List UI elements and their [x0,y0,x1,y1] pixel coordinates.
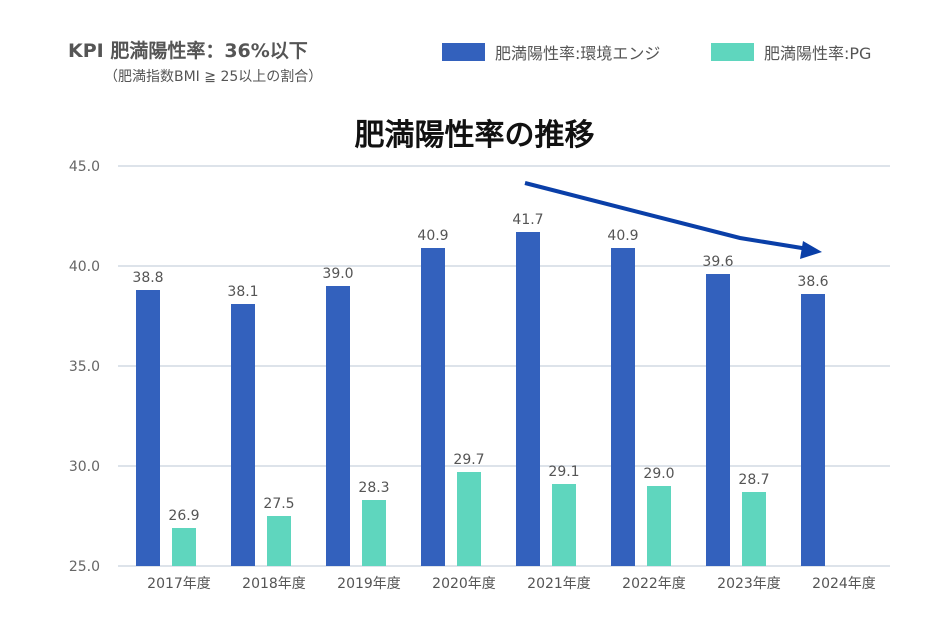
y-tick-label: 35.0 [69,359,100,375]
x-tick-label: 2018年度 [242,576,306,592]
legend-label: 肥満陽性率:PG [764,44,872,63]
data-label: 39.0 [322,266,353,282]
legend-swatch [711,43,754,61]
y-tick-label: 45.0 [69,159,100,175]
bar-pg [172,528,196,566]
x-tick-label: 2023年度 [717,576,781,592]
data-label: 39.6 [702,254,733,270]
bar-pg [647,486,671,566]
bar-kankyo [611,248,635,566]
bar-pg [267,516,291,566]
y-tick-label: 25.0 [69,559,100,575]
x-tick-label: 2021年度 [527,576,591,592]
bar-pg [742,492,766,566]
data-label: 40.9 [417,228,448,244]
data-label: 28.3 [358,480,389,496]
legend-item-kankyo: 肥満陽性率:環境エンジ [442,40,660,64]
data-label: 40.9 [607,228,638,244]
data-label: 28.7 [738,472,769,488]
x-tick-label: 2020年度 [432,576,496,592]
bar-kankyo [421,248,445,566]
y-tick-label: 30.0 [69,459,100,475]
data-label: 29.1 [548,464,579,480]
bar-kankyo [706,274,730,566]
legend-label: 肥満陽性率:環境エンジ [495,44,661,63]
arrowhead-icon [800,241,822,259]
kpi-label: KPI 肥満陽性率：36%以下 [68,40,308,62]
bar-kankyo [231,304,255,566]
bar-kankyo [326,286,350,566]
kpi-note: （肥満指数BMI ≧ 25以上の割合） [104,69,323,85]
data-label: 38.6 [797,274,828,290]
bar-kankyo [801,294,825,566]
bar-pg [457,472,481,566]
bar-pg [552,484,576,566]
data-label: 29.0 [643,466,674,482]
bar-kankyo [516,232,540,566]
data-label: 29.7 [453,452,484,468]
data-label: 41.7 [512,212,543,228]
legend-item-pg: 肥満陽性率:PG [711,40,871,64]
data-label: 38.8 [132,270,163,286]
x-tick-label: 2017年度 [147,576,211,592]
legend-swatch [442,43,485,61]
bar-kankyo [136,290,160,566]
x-tick-label: 2024年度 [812,576,876,592]
y-tick-label: 40.0 [69,259,100,275]
bar-pg [362,500,386,566]
data-label: 27.5 [263,496,294,512]
x-tick-label: 2022年度 [622,576,686,592]
x-tick-label: 2019年度 [337,576,401,592]
data-label: 26.9 [168,508,199,524]
chart-title: 肥満陽性率の推移 [354,118,595,153]
data-label: 38.1 [227,284,258,300]
trend-arrow [524,181,809,251]
